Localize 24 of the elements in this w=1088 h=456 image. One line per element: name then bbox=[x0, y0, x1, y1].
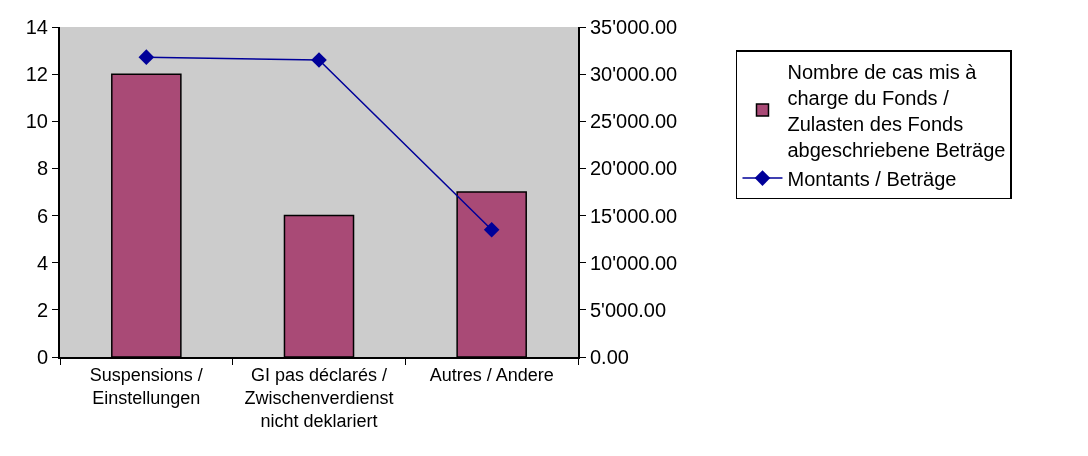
y2-tick-label: 10'000.00 bbox=[590, 251, 678, 274]
point bbox=[138, 49, 155, 65]
y-tick-label: 6 bbox=[36, 204, 48, 227]
y-tick-label: 10 bbox=[25, 110, 48, 133]
y2-tick-label: 20'000.00 bbox=[590, 157, 678, 180]
y2-tick-label: 15'000.00 bbox=[590, 204, 678, 227]
y2-tick-label: 25'000.00 bbox=[590, 110, 678, 133]
legend-label: Montants / Beträge bbox=[787, 167, 957, 190]
legend-label: Nombre de cas mis à charge du Fonds / Zulasten des Fonds abgeschriebene Beträge bbox=[787, 60, 1006, 161]
y2-tick-label: 35'000.00 bbox=[590, 16, 678, 38]
x-tick-label: GI pas déclarés / Zwischenverdienst nicht deklariert bbox=[244, 364, 394, 432]
y-tick-label: 14 bbox=[25, 16, 48, 38]
point bbox=[311, 52, 327, 68]
y-tick-label: 12 bbox=[25, 63, 48, 86]
x-tick-label: Autres / Andere bbox=[429, 364, 554, 385]
x-tick-label: Suspensions / Einstellungen bbox=[89, 364, 203, 408]
y2-tick-label: 30'000.00 bbox=[590, 63, 678, 86]
y2-tick-label: 5'000.00 bbox=[590, 298, 667, 321]
y-tick-label: 4 bbox=[36, 251, 48, 274]
y2-tick-label: 0.00 bbox=[590, 346, 629, 368]
y-tick-label: 0 bbox=[36, 346, 48, 368]
y-tick-label: 2 bbox=[36, 298, 48, 321]
y-tick-label: 8 bbox=[36, 157, 48, 180]
point bbox=[483, 221, 500, 238]
